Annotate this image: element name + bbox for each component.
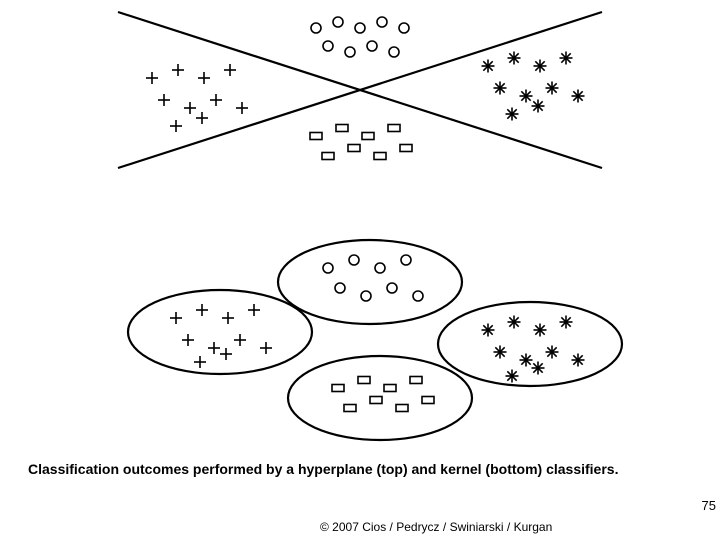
classification-diagram (0, 0, 720, 540)
page-number: 75 (702, 498, 716, 513)
figure-caption: Classification outcomes performed by a h… (28, 460, 688, 479)
copyright-text: © 2007 Cios / Pedrycz / Swiniarski / Kur… (320, 520, 552, 534)
